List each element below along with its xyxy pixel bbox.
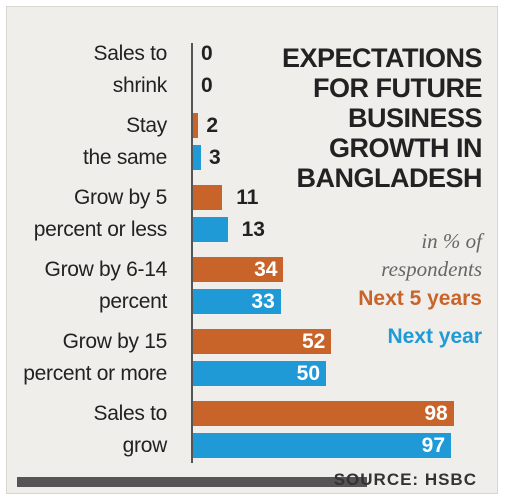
category-label: Sales to <box>93 42 168 65</box>
category-label: percent or more <box>23 362 167 385</box>
bar <box>193 433 452 458</box>
chart-card: EXPECTATIONS FOR FUTURE BUSINESS GROWTH … <box>6 6 498 494</box>
data-label: 2 <box>206 114 218 137</box>
data-label: 33 <box>251 290 275 313</box>
category-label: shrink <box>112 74 168 97</box>
title-line: FOR FUTURE <box>313 73 482 103</box>
title-line: BANGLADESH <box>296 163 482 193</box>
bar <box>193 401 454 426</box>
category-label: grow <box>122 434 168 457</box>
bar <box>193 113 199 138</box>
chart-title: EXPECTATIONS FOR FUTURE BUSINESS GROWTH … <box>277 43 483 193</box>
data-label: 0 <box>201 42 213 65</box>
footer-rule <box>17 477 367 487</box>
data-label: 11 <box>236 186 259 209</box>
data-label: 98 <box>424 402 448 425</box>
category-label: Grow by 15 <box>62 330 168 353</box>
category-label: percent or less <box>33 218 168 241</box>
bar <box>193 329 332 354</box>
legend-entry-next-year: Next year <box>387 325 482 348</box>
data-label: 0 <box>201 74 213 97</box>
title-line: EXPECTATIONS <box>281 43 483 73</box>
chart-subtitle: in % of respondents <box>337 227 482 283</box>
legend-entry-next-5-years: Next 5 years <box>358 287 482 310</box>
bar <box>193 257 284 282</box>
category-label: Grow by 6-14 <box>44 258 168 281</box>
bar <box>193 361 326 386</box>
title-line: BUSINESS <box>347 103 483 133</box>
category-label: the same <box>83 146 167 169</box>
data-label: 97 <box>421 434 446 457</box>
title-line: GROWTH IN <box>329 133 482 163</box>
category-label: Stay <box>126 114 167 137</box>
data-label: 34 <box>254 258 278 281</box>
category-label: Sales to <box>93 402 168 425</box>
category-axis-line <box>191 43 193 463</box>
source-credit: SOURCE: HSBC <box>333 470 477 489</box>
bar <box>193 185 223 210</box>
subtitle-line: respondents <box>381 257 482 281</box>
bar <box>193 289 281 314</box>
data-label: 50 <box>296 362 320 385</box>
category-label: percent <box>99 290 167 313</box>
bar <box>193 217 228 242</box>
bar <box>193 145 201 170</box>
data-label: 52 <box>301 330 326 353</box>
data-label: 13 <box>241 218 265 241</box>
subtitle-line: in % of <box>421 229 482 253</box>
category-label: Grow by 5 <box>74 186 167 209</box>
data-label: 3 <box>208 146 221 169</box>
